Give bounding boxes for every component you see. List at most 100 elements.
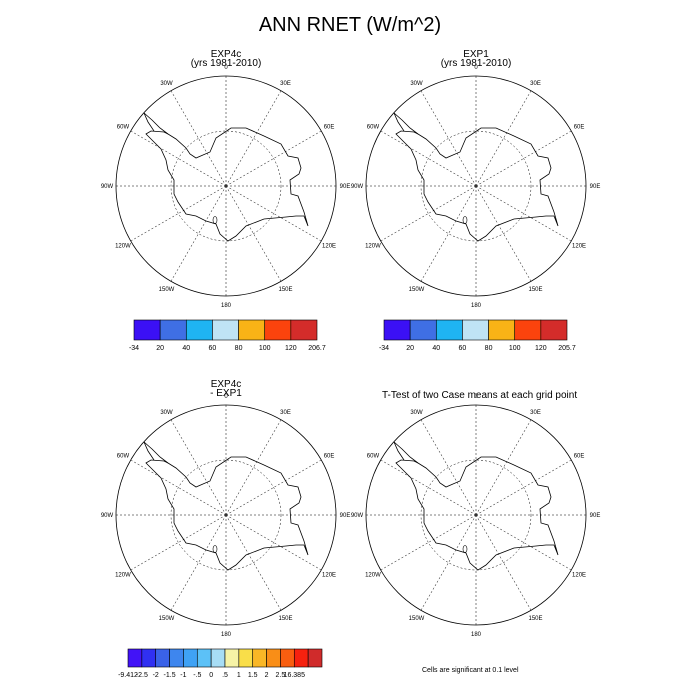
meridian-line [170,514,227,611]
longitude-label: 180 [471,632,482,638]
polar-map-ttest: 0 30E 60E 90E 120E 150E 180 150W 120W 90W 60W 30W [351,394,601,638]
colorbar-swatch [127,648,143,668]
longitude-label: 60E [574,125,585,131]
colorbar-label: 1 [237,672,241,679]
longitude-label: 0 [474,65,478,71]
longitude-label: 60W [117,454,130,460]
longitude-label: 0 [224,65,228,71]
longitude-label: 30W [160,81,173,87]
colorbar-swatch [238,319,266,341]
polar-map-diff: 0 30E 60E 90E 120E 150E 180 150W 120W 90W 60W 30W [101,394,351,638]
longitude-label: 120E [572,573,586,579]
colorbar-label: -1.5 [164,672,176,679]
colorbar-swatch [488,319,516,341]
antarctic-peninsula [393,112,419,135]
longitude-label: 30E [530,81,541,87]
longitude-label: 150W [409,287,425,293]
colorbar-swatch [462,319,489,341]
longitude-label: 60W [367,454,380,460]
colorbar-swatch [224,648,240,668]
colorbar-swatch [383,319,411,341]
colorbar-swatch [293,648,309,668]
meridian-line [420,514,477,611]
longitude-label: 150E [278,287,292,293]
colorbar-label: 20 [406,345,414,352]
colorbar-swatch [264,319,292,341]
colorbar-label: -1 [180,672,186,679]
panel-title-exp1: EXP1 (yrs 1981-2010) [426,49,526,69]
longitude-label: 180 [221,632,232,638]
panel-title-exp1-line1: EXP1 [463,49,489,60]
longitude-label: 30E [530,410,541,416]
longitude-label: 60E [324,125,335,131]
colorbar-label: 40 [182,345,190,352]
latitude-circle [170,130,282,242]
colorbar-swatch [133,319,161,341]
colorbar-label: 20 [156,345,164,352]
colorbar-swatch [159,319,187,341]
longitude-label: 120E [322,244,336,250]
panel-title-exp4c-line2: (yrs 1981-2010) [190,58,262,69]
longitude-label: 180 [471,303,482,309]
longitude-label: 30E [280,410,291,416]
colorbar-label: -2 [153,672,159,679]
colorbar-label: 60 [459,345,467,352]
colorbar-swatch [169,648,184,668]
colorbar-label: 205.7 [558,345,576,352]
colorbar-swatch [307,648,323,668]
longitude-label: 90E [590,184,601,190]
colorbar-swatch [183,648,198,668]
colorbar-label: 16.385 [284,672,306,679]
colorbar-swatch [196,648,212,668]
panel-title-ttest: T-Test of two Case means at each grid po… [382,390,578,401]
colorbar-exp4c: -34 20 40 60 80 100 120 206.7 [129,319,326,352]
colorbar-label: -34 [129,345,139,352]
antarctica-coastline [145,127,309,242]
panel-title-exp4c-line1: EXP4c [210,49,242,60]
panel-title-diff-line2: - EXP1 [210,388,242,399]
longitude-label: 90E [590,513,601,519]
colorbar-label: -34 [379,345,389,352]
longitude-label: 60W [117,125,130,131]
page-title: ANN RNET (W/m^2) [258,14,442,36]
longitude-label: 120W [365,244,381,250]
meridian-line [225,419,282,516]
colorbar-swatch [435,319,463,341]
meridian-line [170,185,227,282]
polar-map-exp1: 0 30E 60E 90E 120E 150E 180 150W 120W 90W 60W 30W [351,65,601,309]
longitude-label: 60E [324,454,335,460]
colorbar-label: 80 [485,345,493,352]
longitude-label: 0 [224,394,228,400]
longitude-label: 150W [159,287,175,293]
colorbar-label: -9.412 [118,672,138,679]
antarctica-coastline [145,456,309,571]
meridian-line [130,185,227,242]
island-outline [212,216,218,224]
panel-title-diff: EXP4c - EXP1 [176,379,276,399]
antarctic-peninsula [143,112,169,135]
longitude-label: 120W [115,244,131,250]
colorbar-label: 60 [209,345,217,352]
colorbar-label: -.5 [193,672,201,679]
longitude-label: 30W [160,410,173,416]
antarctic-peninsula [393,441,419,464]
meridian-line [380,185,477,242]
longitude-label: 0 [474,394,478,400]
island-outline [212,545,218,553]
colorbar-swatch [238,648,254,668]
longitude-label: 60W [367,125,380,131]
meridian-line [475,419,532,516]
panel-title-diff-line1: EXP4c [210,379,242,390]
colorbar-swatch [514,319,542,341]
longitude-label: 120W [115,573,131,579]
colorbar-swatch [409,319,437,341]
longitude-label: 30E [280,81,291,87]
colorbar-label: 120 [535,345,547,352]
antarctic-peninsula [143,441,169,464]
longitude-label: 90E [340,184,351,190]
longitude-label: 180 [221,303,232,309]
panel-title-exp4c: EXP4c (yrs 1981-2010) [176,49,276,69]
colorbar-label: 206.7 [308,345,326,352]
meridian-line [225,90,282,187]
